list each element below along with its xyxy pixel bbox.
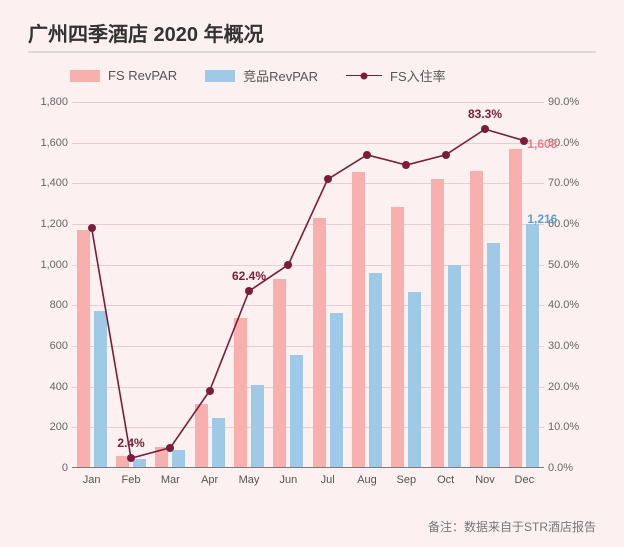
bar-fs-revpar <box>352 172 365 468</box>
legend-label: 竞品RevPAR <box>243 66 318 85</box>
x-tick-label: May <box>231 474 267 486</box>
y1-tick-label: 1,000 <box>28 259 68 271</box>
x-tick-label: Apr <box>192 474 228 486</box>
page-title: 广州四季酒店 2020 年概况 <box>28 18 264 47</box>
bar-comp-revpar <box>290 355 303 468</box>
x-tick-label: Mar <box>152 474 188 486</box>
y1-tick-label: 1,600 <box>28 137 68 149</box>
chart-area: 2.4% 62.4% 83.3% 1,608 1,216 0 200 400 600 800 1,… <box>28 96 596 498</box>
bar-fs-revpar <box>391 207 404 468</box>
occupancy-point <box>88 224 96 232</box>
x-tick-label: Jan <box>74 474 110 486</box>
y2-tick-label: 50.0% <box>548 259 596 271</box>
swatch-comp-revpar <box>205 70 235 82</box>
data-label: 2.4% <box>117 436 144 450</box>
x-tick-label: Sep <box>388 474 424 486</box>
data-label: 1,216 <box>527 212 557 226</box>
bar-fs-revpar <box>470 171 483 468</box>
bar-fs-revpar <box>234 318 247 468</box>
data-label: 1,608 <box>527 137 557 151</box>
y1-tick-label: 800 <box>28 299 68 311</box>
grid-line <box>72 143 544 144</box>
x-tick-label: Jul <box>310 474 346 486</box>
swatch-fs-occ <box>346 75 382 77</box>
y1-tick-label: 400 <box>28 381 68 393</box>
legend-item-fs-revpar: FS RevPAR <box>70 68 177 83</box>
y2-tick-label: 90.0% <box>548 96 596 108</box>
y1-tick-label: 1,400 <box>28 177 68 189</box>
bar-fs-revpar <box>195 404 208 468</box>
y2-tick-label: 10.0% <box>548 421 596 433</box>
bar-comp-revpar <box>448 265 461 468</box>
legend-label: FS入住率 <box>390 66 446 85</box>
x-tick-label: Jun <box>270 474 306 486</box>
y1-tick-label: 600 <box>28 340 68 352</box>
y1-tick-label: 1,800 <box>28 96 68 108</box>
bar-fs-revpar <box>509 149 522 468</box>
occupancy-point <box>402 161 410 169</box>
occupancy-point <box>245 287 253 295</box>
occupancy-point <box>206 387 214 395</box>
bar-fs-revpar <box>273 279 286 468</box>
plot-region: 2.4%62.4%83.3%1,6081,216 <box>72 102 544 468</box>
occupancy-point <box>363 151 371 159</box>
bar-fs-revpar <box>77 230 90 468</box>
data-label: 83.3% <box>468 107 502 121</box>
grid-line <box>72 102 544 103</box>
bar-comp-revpar <box>172 450 185 468</box>
occupancy-point <box>481 125 489 133</box>
x-tick-label: Feb <box>113 474 149 486</box>
bar-comp-revpar <box>94 311 107 468</box>
bar-comp-revpar <box>251 385 264 468</box>
bar-comp-revpar <box>369 273 382 468</box>
x-tick-label: Oct <box>428 474 464 486</box>
data-label: 62.4% <box>232 269 266 283</box>
x-tick-label: Nov <box>467 474 503 486</box>
bar-fs-revpar <box>313 218 326 468</box>
y2-tick-label: 30.0% <box>548 340 596 352</box>
bar-comp-revpar <box>487 243 500 468</box>
x-tick-label: Aug <box>349 474 385 486</box>
y2-tick-label: 20.0% <box>548 381 596 393</box>
footnote: 备注：数据来自于STR酒店报告 <box>428 518 596 535</box>
bar-fs-revpar <box>431 179 444 468</box>
legend-item-fs-occ: FS入住率 <box>346 66 446 85</box>
swatch-fs-revpar <box>70 70 100 82</box>
legend-label: FS RevPAR <box>108 68 177 83</box>
bar-comp-revpar <box>212 418 225 468</box>
legend: FS RevPAR 竞品RevPAR FS入住率 <box>70 66 446 85</box>
y1-tick-label: 200 <box>28 421 68 433</box>
legend-item-comp-revpar: 竞品RevPAR <box>205 66 318 85</box>
title-underline <box>28 51 596 53</box>
occupancy-point <box>324 175 332 183</box>
y1-tick-label: 0 <box>28 462 68 474</box>
y1-tick-label: 1,200 <box>28 218 68 230</box>
x-axis <box>72 467 544 468</box>
occupancy-point <box>284 261 292 269</box>
y2-tick-label: 40.0% <box>548 299 596 311</box>
occupancy-point <box>127 454 135 462</box>
bar-comp-revpar <box>408 292 421 468</box>
y2-tick-label: 70.0% <box>548 177 596 189</box>
occupancy-point <box>442 151 450 159</box>
occupancy-point <box>166 444 174 452</box>
x-tick-label: Dec <box>506 474 542 486</box>
bar-comp-revpar <box>330 313 343 468</box>
y2-tick-label: 0.0% <box>548 462 596 474</box>
bar-comp-revpar <box>526 224 539 468</box>
